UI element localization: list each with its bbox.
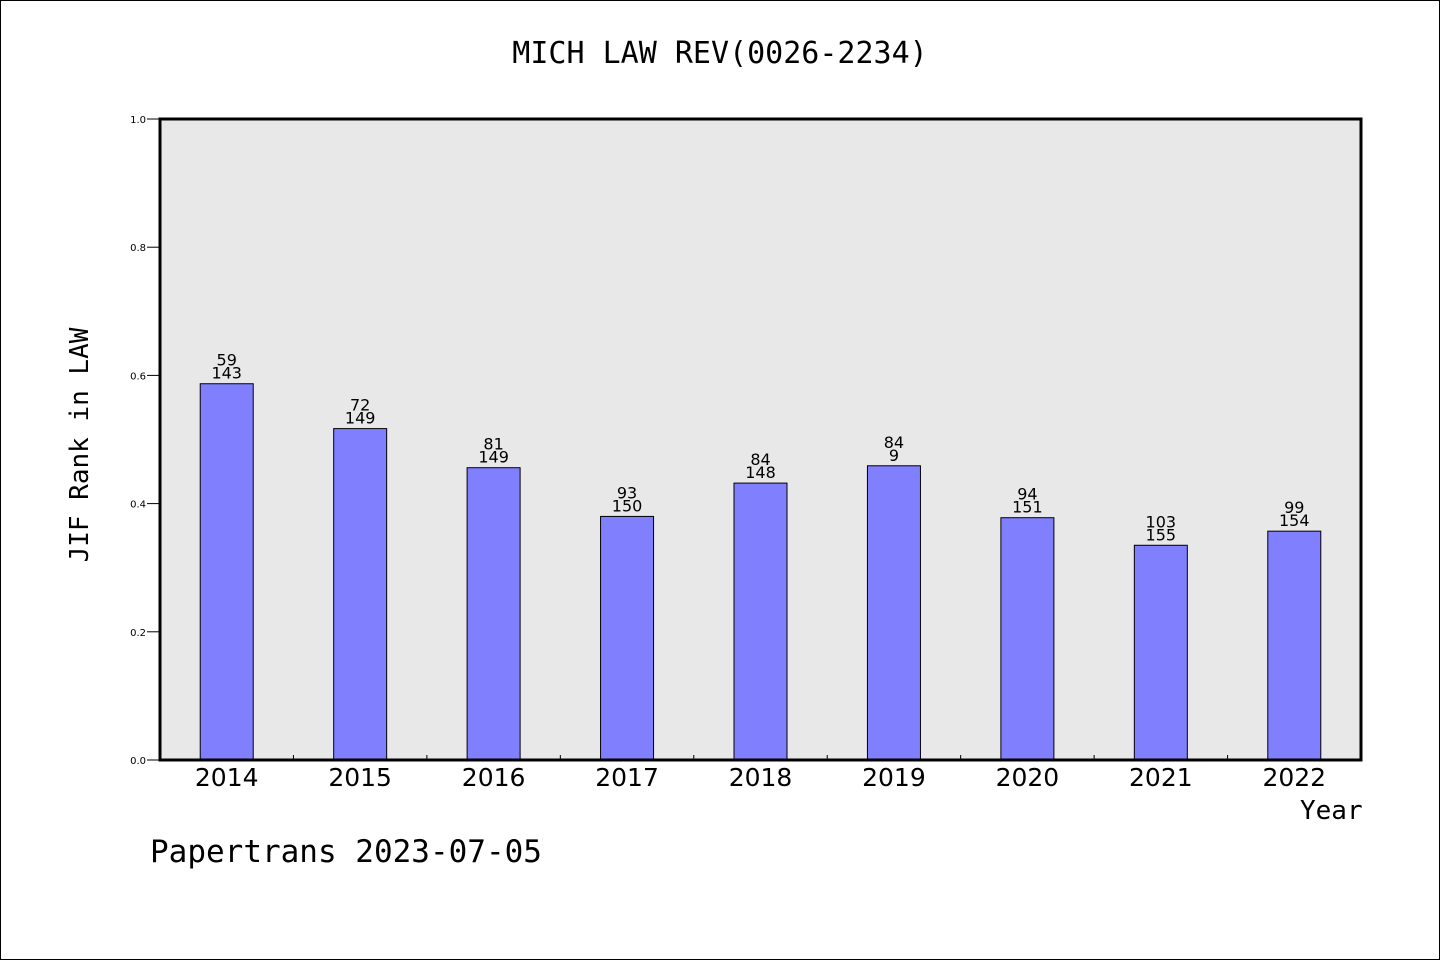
- x-tick-label: 2016: [462, 763, 526, 792]
- bar-rank-label: 93: [617, 483, 637, 502]
- x-axis-label: Year: [1300, 796, 1363, 826]
- y-tick-label: 1.0: [130, 115, 146, 126]
- bar-rank-label: 84: [750, 450, 770, 469]
- bar-total-label: 151: [1012, 498, 1043, 517]
- y-tick-label: 0.4: [130, 500, 146, 511]
- bar: [1000, 517, 1055, 761]
- bar-total-label: 154: [1279, 511, 1310, 530]
- x-tick-label: 2022: [1262, 763, 1326, 792]
- bar: [1267, 530, 1322, 761]
- x-tick-label: 2019: [862, 763, 926, 792]
- bar-rank-label: 84: [884, 433, 904, 452]
- bar-rank-label: 59: [217, 351, 237, 370]
- bar-rank-label: 72: [350, 396, 370, 415]
- bar-total-label: 149: [478, 448, 509, 467]
- bar: [1133, 544, 1188, 761]
- x-tick-label: 2021: [1129, 763, 1193, 792]
- x-tick-label: 2015: [328, 763, 392, 792]
- bar: [333, 428, 388, 761]
- bar: [600, 515, 655, 761]
- y-tick-label: 0.6: [130, 371, 146, 382]
- y-tick-label: 0.0: [130, 756, 146, 767]
- x-tick-label: 2014: [195, 763, 259, 792]
- footer-watermark: Papertrans 2023-07-05: [150, 834, 542, 870]
- y-tick-label: 0.2: [130, 628, 146, 639]
- y-tick-label: 0.8: [130, 243, 146, 254]
- bar-rank-label: 94: [1017, 485, 1037, 504]
- plot-border: [158, 117, 1363, 762]
- bar-rank-label: 99: [1284, 498, 1304, 517]
- bar: [866, 465, 921, 761]
- bar-rank-label: 103: [1146, 512, 1177, 531]
- bar-total-label: 9: [889, 446, 899, 465]
- bar-total-label: 149: [345, 409, 376, 428]
- bar-rank-label: 81: [483, 435, 503, 454]
- bar-total-label: 148: [745, 463, 776, 482]
- x-tick-label: 2017: [595, 763, 659, 792]
- bar: [466, 467, 521, 761]
- x-tick-label: 2020: [996, 763, 1060, 792]
- x-tick-label: 2018: [729, 763, 793, 792]
- bar: [733, 482, 788, 761]
- bar: [199, 383, 254, 761]
- bar-total-label: 150: [612, 496, 643, 515]
- bar-total-label: 155: [1146, 525, 1177, 544]
- chart-title: MICH LAW REV(0026-2234): [512, 36, 928, 71]
- bar-total-label: 143: [211, 364, 242, 383]
